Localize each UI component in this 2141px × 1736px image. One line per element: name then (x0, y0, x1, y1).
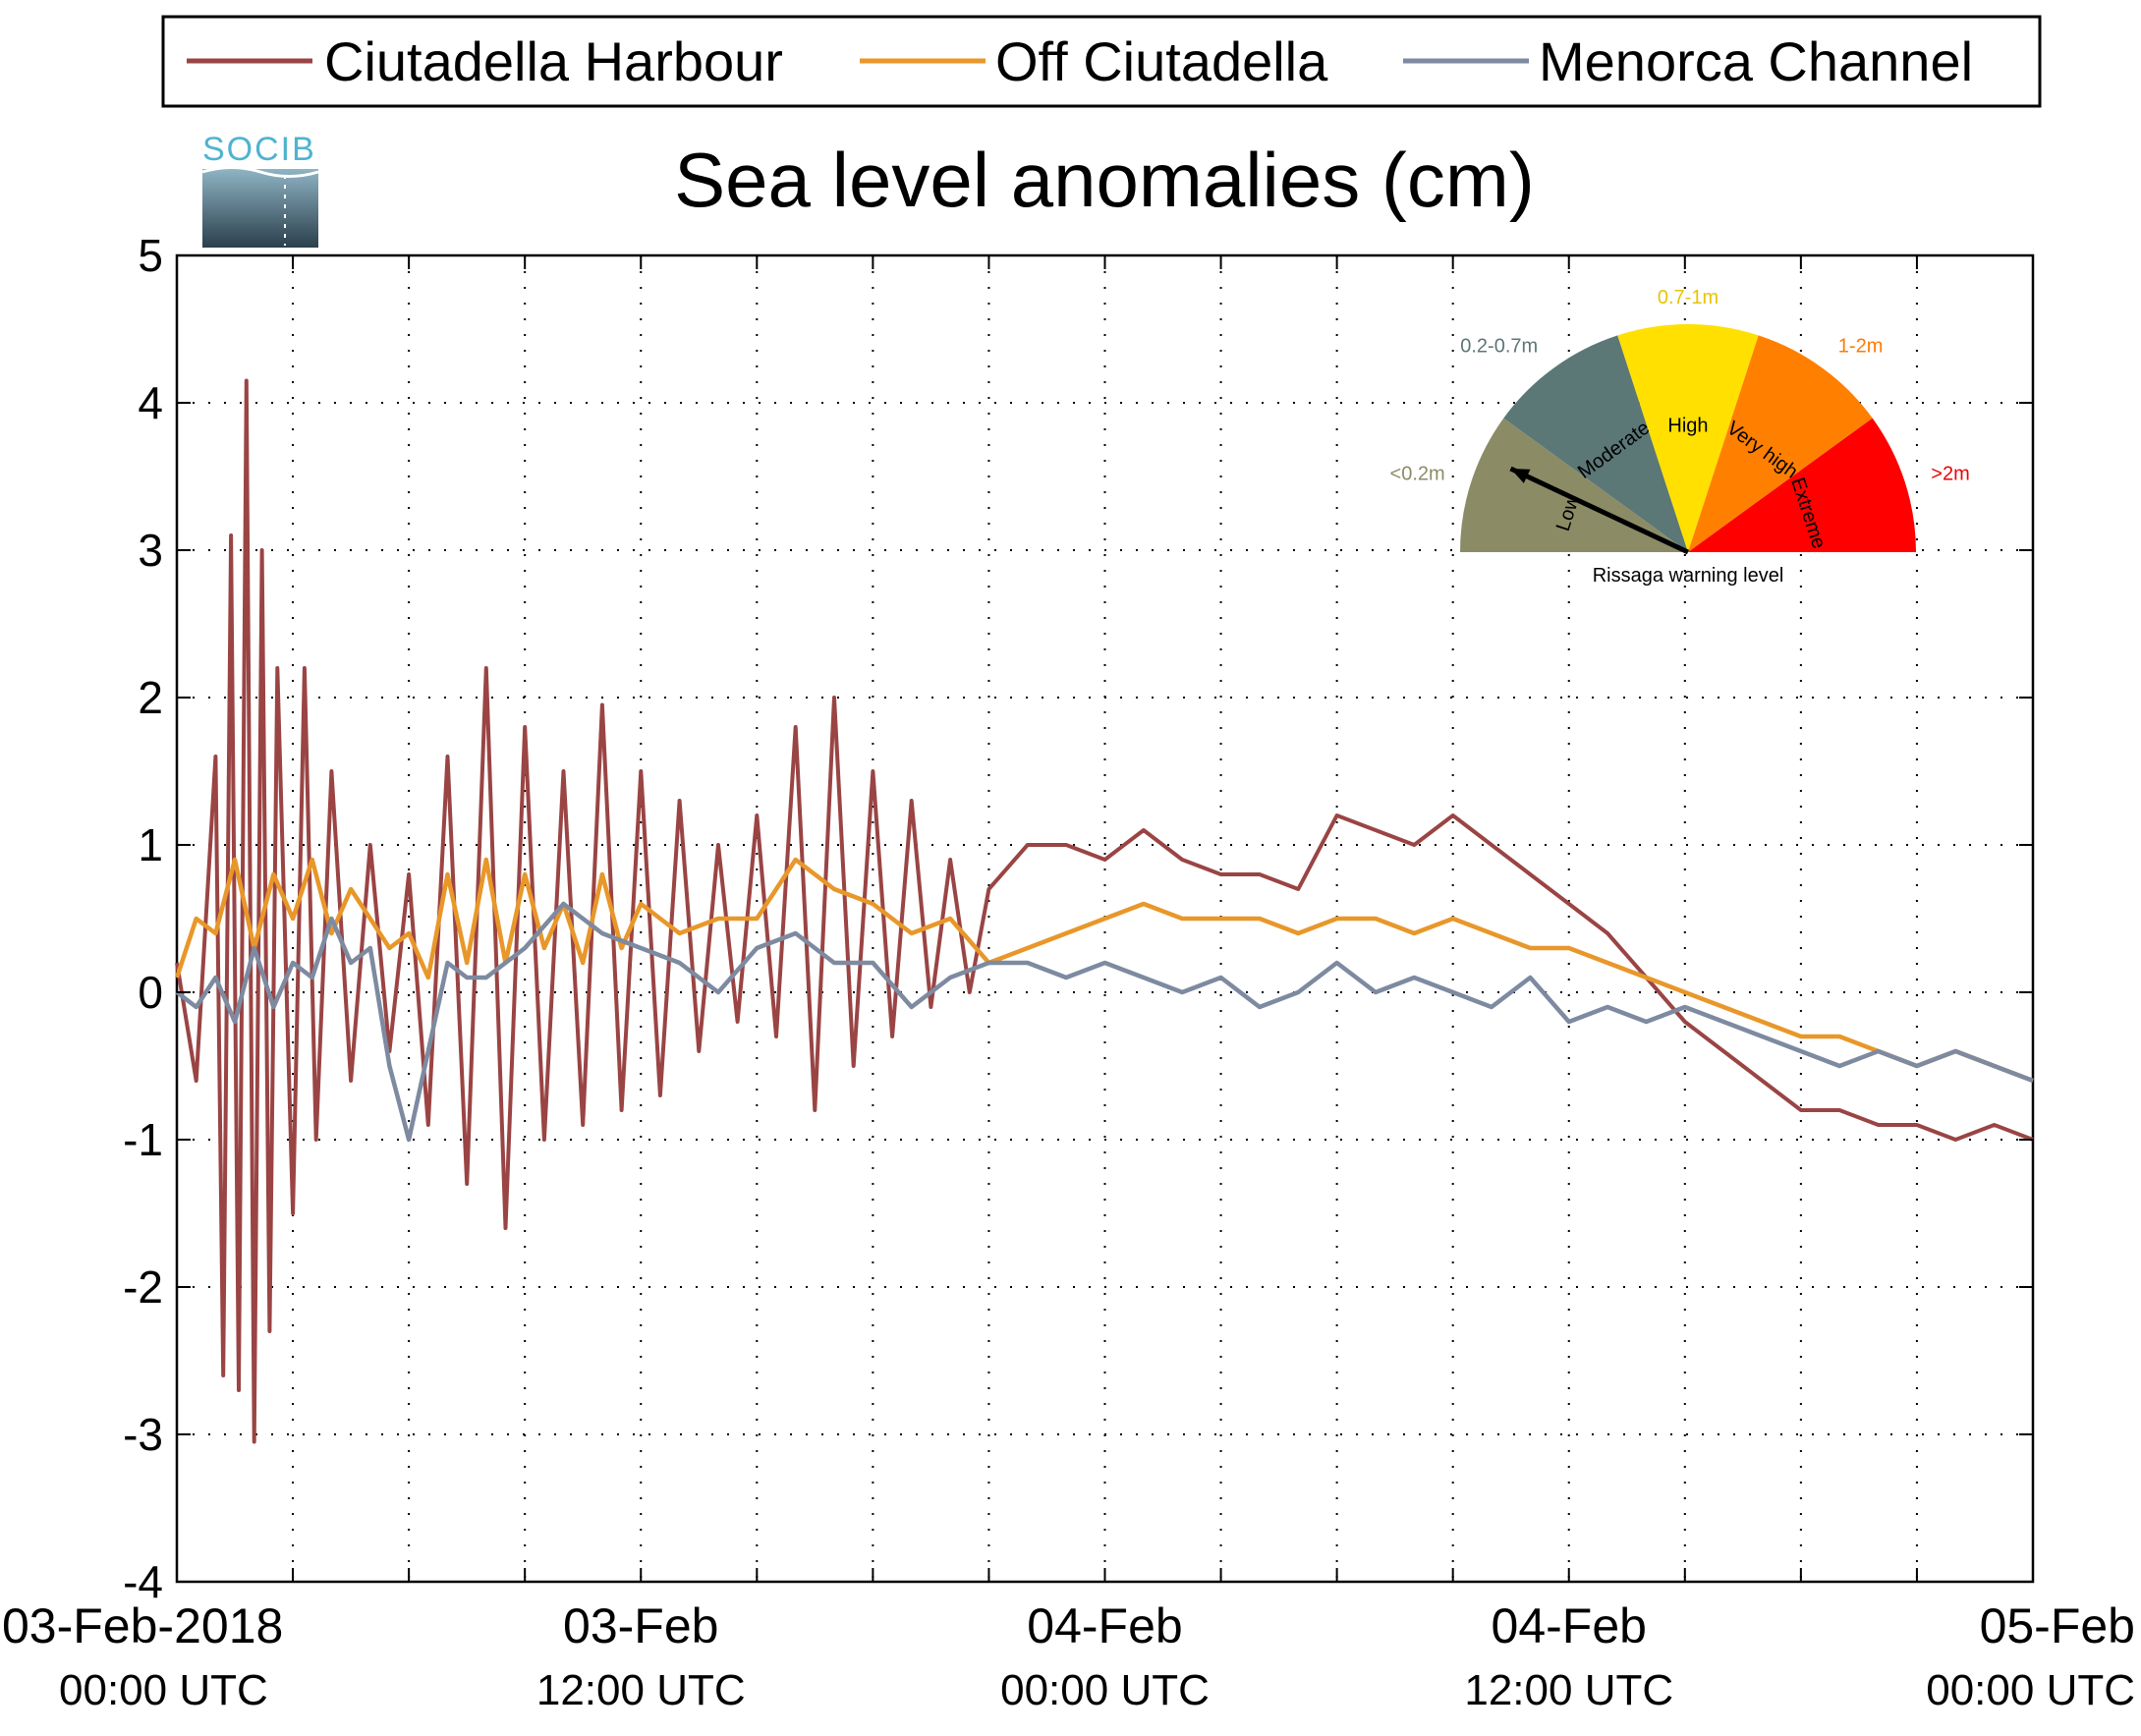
legend: Ciutadella Harbour Off Ciutadella Menorc… (161, 15, 2042, 108)
x-tick-label-date: 05-Feb (1980, 1598, 2135, 1653)
logo-wave-block (202, 169, 318, 248)
y-tick-label: -3 (123, 1409, 163, 1460)
gauge-segment-high (1617, 324, 1759, 552)
gauge-pointer (1509, 466, 1690, 555)
series-line-ciutadella-harbour (175, 378, 2034, 1444)
y-tick-label: -4 (123, 1556, 163, 1607)
rissaga-gauge: <0.2mLow0.2-0.7mModerate0.7-1mHigh1-2mVe… (1390, 287, 1970, 587)
gauge-pointer-head (1510, 469, 1531, 483)
x-tick-label-date: 03-Feb (563, 1598, 718, 1653)
legend-box (161, 15, 2042, 108)
gauge-segment-low (1459, 418, 1688, 552)
gauge-caption: Rissaga warning level (1593, 565, 1784, 587)
y-axis-ticks: 5 4 3 2 1 0 -1 -2 -3 -4 (123, 230, 2033, 1607)
x-tick-label-date: 04-Feb (1027, 1598, 1182, 1653)
y-tick-label: 3 (138, 525, 163, 576)
y-tick-label: 0 (138, 967, 163, 1018)
gauge-range-label: 1-2m (1838, 336, 1884, 358)
gauge-range-label: <0.2m (1390, 464, 1445, 485)
gauge-range-label: 0.2-0.7m (1460, 336, 1538, 358)
legend-label-off-ciutadella: Off Ciutadella (995, 30, 1328, 92)
gauge-segment-very-high (1688, 335, 1873, 552)
legend-label-menorca-channel: Menorca Channel (1539, 30, 1973, 92)
series-layer (174, 378, 2034, 1444)
gauge-level-label: High (1667, 416, 1708, 437)
socib-logo: SOCIB (201, 131, 319, 248)
series-line-menorca-channel (175, 901, 2034, 1143)
y-tick-label: 5 (138, 230, 163, 281)
x-axis-ticks: 03-Feb-2018 00:00 UTC 03-Feb 12:00 UTC 04-Fe… (2, 255, 2135, 1714)
x-tick-label-time: 12:00 UTC (1464, 1666, 1673, 1714)
x-tick-label-date: 03-Feb-2018 (2, 1598, 283, 1653)
gauge-range-label: 0.7-1m (1658, 287, 1718, 308)
x-tick-label-time: 00:00 UTC (1926, 1666, 2135, 1714)
y-tick-label: -1 (123, 1114, 163, 1165)
y-tick-label: 1 (138, 819, 163, 870)
legend-label-ciutadella-harbour: Ciutadella Harbour (324, 30, 783, 92)
gauge-segment-moderate (1503, 335, 1688, 552)
x-tick-label-time: 00:00 UTC (59, 1666, 268, 1714)
series-line-off-ciutadella (174, 857, 2034, 1084)
y-tick-label: 2 (138, 672, 163, 723)
y-tick-label: -2 (123, 1261, 163, 1313)
gauge-segment-extreme (1688, 418, 1916, 552)
x-tick-label-time: 00:00 UTC (1000, 1666, 1210, 1714)
y-tick-label: 4 (138, 377, 163, 428)
x-tick-label-date: 04-Feb (1492, 1598, 1647, 1653)
chart-title: Sea level anomalies (cm) (674, 137, 1535, 223)
x-tick-label-time: 12:00 UTC (536, 1666, 746, 1714)
gauge-range-label: >2m (1931, 464, 1969, 485)
logo-text: SOCIB (202, 131, 316, 168)
grid (177, 255, 2033, 1582)
